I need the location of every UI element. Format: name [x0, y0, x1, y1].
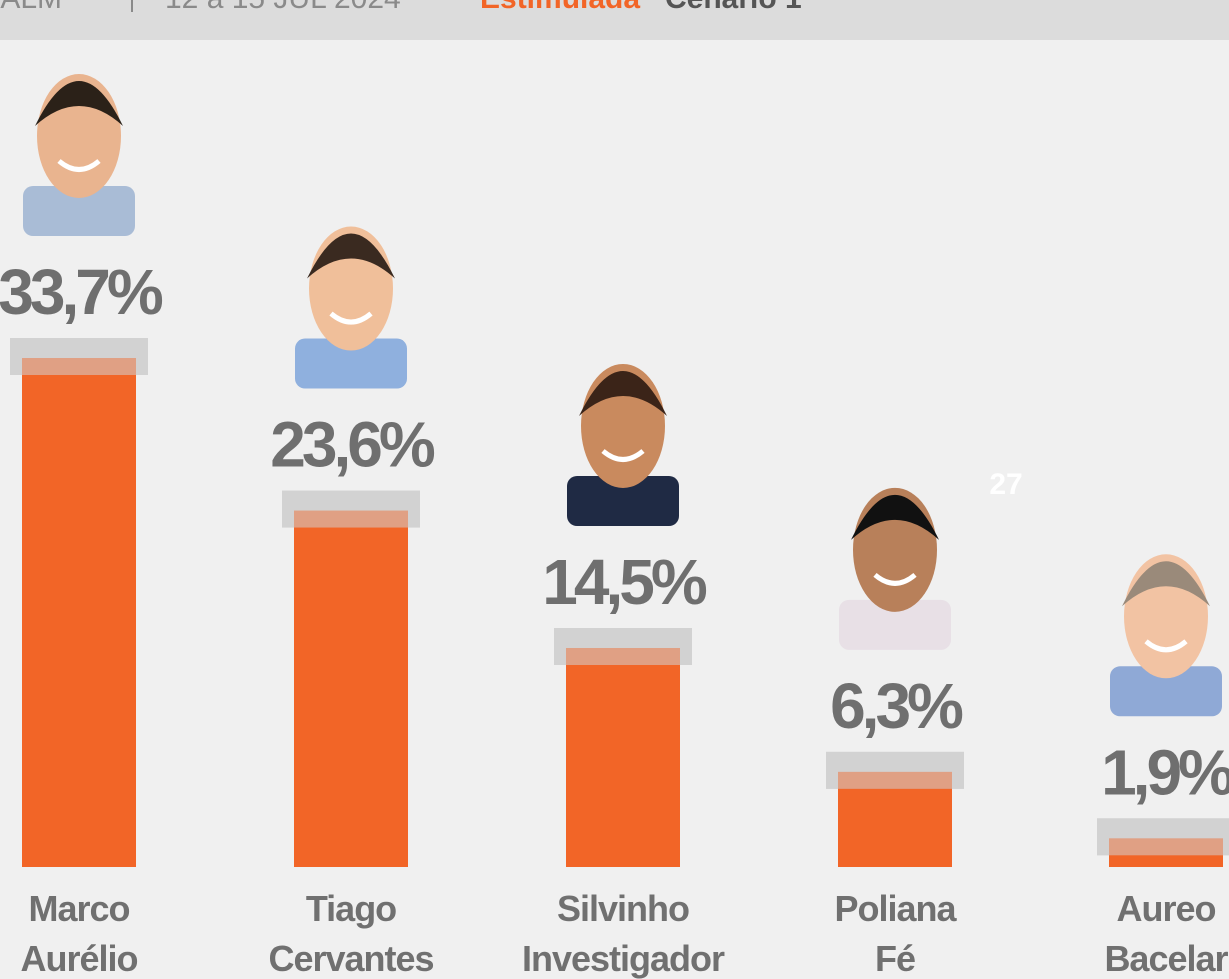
category-label: Silvinho Investigador [521, 888, 725, 979]
portrait-shirt [23, 186, 135, 236]
category-label: Marco Aurélio [20, 888, 138, 979]
portrait-smile [873, 572, 917, 586]
value-label: 1,9% [1101, 736, 1229, 808]
bar-cap [1097, 818, 1229, 856]
portrait-shirt [567, 475, 679, 526]
header-source: IALM [0, 0, 62, 15]
portrait-smile [329, 311, 373, 325]
bar-cap [282, 490, 420, 528]
portrait-smile [601, 449, 645, 462]
value-label: 14,5% [542, 546, 707, 618]
header-band [0, 0, 1229, 40]
portrait-hair [579, 370, 667, 416]
portrait-smile [1144, 639, 1188, 653]
portrait-hair [307, 233, 395, 279]
category-label: Aureo Bacelar [1104, 888, 1228, 979]
bar [566, 647, 680, 867]
header-scenario: Cenário 1 [665, 0, 802, 15]
portrait-hair [1122, 561, 1210, 607]
header-date: 12 a 15 JUL 2024 [165, 0, 401, 15]
bar-cap [826, 751, 964, 789]
bar-cap [10, 338, 148, 375]
portrait-shirt [295, 338, 407, 389]
category-label: Tiago Cervantes [268, 888, 434, 979]
value-label: 6,3% [830, 670, 963, 742]
portrait-shirt [1110, 666, 1222, 717]
portrait-smile [57, 159, 101, 172]
portrait-hair [851, 494, 939, 540]
value-label: 33,7% [0, 256, 163, 328]
category-label: Poliana Fé [834, 888, 956, 979]
bar-cap [554, 627, 692, 665]
portrait-hair [35, 81, 123, 126]
value-label: 23,6% [270, 409, 435, 481]
header-poll-type: Estimulada [480, 0, 640, 15]
bar [294, 510, 408, 867]
portrait-shirt [839, 599, 951, 650]
annotation: 27 [989, 468, 1022, 501]
bar [22, 358, 136, 867]
